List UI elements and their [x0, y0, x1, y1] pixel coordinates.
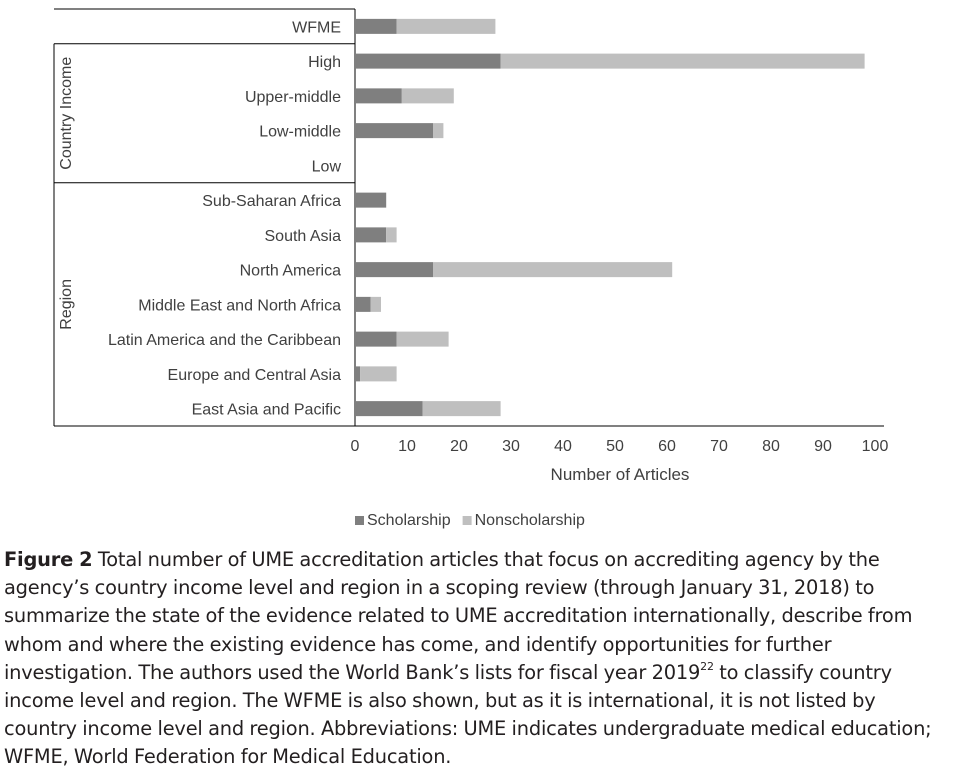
bar-nonscholarship-wfme — [396, 18, 496, 34]
bar-scholarship-latin-america-and-the-caribbean — [355, 331, 397, 347]
group-labels: Country Income Region — [58, 57, 75, 330]
bar-scholarship-wfme — [355, 18, 397, 34]
bar-nonscholarship-high — [500, 53, 865, 69]
group-label-region: Region — [58, 279, 75, 330]
x-tick-label-30: 30 — [502, 438, 520, 455]
x-tick-label-20: 20 — [450, 438, 468, 455]
bar-scholarship-north-america — [355, 262, 433, 278]
x-axis-ticks: 0 10 20 30 40 50 60 70 80 90 100 — [351, 438, 889, 455]
figure-caption: Figure 2 Total number of UME accreditati… — [4, 546, 949, 772]
bar-nonscholarship-south-asia — [386, 227, 397, 243]
category-label-wfme: WFME — [292, 19, 341, 36]
bar-nonscholarship-upper-middle — [401, 88, 454, 104]
group-label-country-income: Country Income — [58, 57, 75, 170]
x-tick-label-90: 90 — [814, 438, 832, 455]
legend-label-scholarship: Scholarship — [367, 512, 451, 529]
bar-nonscholarship-latin-america-and-the-caribbean — [396, 331, 449, 347]
x-tick-label-0: 0 — [351, 438, 360, 455]
bar-nonscholarship-middle-east-and-north-africa — [370, 296, 381, 312]
x-tick-label-40: 40 — [554, 438, 572, 455]
bar-nonscholarship-east-asia-and-pacific — [422, 401, 501, 417]
x-tick-label-60: 60 — [658, 438, 676, 455]
bar-scholarship-low-middle — [355, 123, 433, 139]
category-label-latin-america-and-the-caribbean: Latin America and the Caribbean — [108, 332, 341, 349]
bar-nonscholarship-north-america — [433, 262, 673, 278]
category-label-low: Low — [312, 158, 342, 175]
bar-nonscholarship-low-middle — [433, 123, 444, 139]
category-label-upper-middle: Upper-middle — [245, 89, 341, 106]
bar-scholarship-europe-and-central-asia — [355, 366, 361, 382]
legend: Scholarship Nonscholarship — [355, 512, 585, 529]
category-label-east-asia-and-pacific: East Asia and Pacific — [192, 402, 341, 419]
caption-text-continued: to classify country income level and reg… — [4, 660, 932, 769]
reference-number: 22 — [700, 660, 714, 674]
bar-scholarship-middle-east-and-north-africa — [355, 296, 371, 312]
category-label-sub-saharan-africa: Sub-Saharan Africa — [202, 193, 341, 210]
bar-scholarship-east-asia-and-pacific — [355, 401, 423, 417]
caption-text: Total number of UME accreditation articl… — [4, 548, 913, 684]
category-label-middle-east-and-north-africa: Middle East and North Africa — [138, 297, 341, 314]
x-tick-label-70: 70 — [710, 438, 728, 455]
x-tick-label-10: 10 — [398, 438, 416, 455]
bar-scholarship-upper-middle — [355, 88, 402, 104]
category-label-south-asia: South Asia — [265, 228, 342, 245]
x-tick-label-80: 80 — [762, 438, 780, 455]
bar-nonscholarship-europe-and-central-asia — [360, 366, 397, 382]
category-label-high: High — [308, 54, 341, 71]
category-labels: WFME High Upper-middle Low-middle Low Sub-Sah… — [108, 19, 341, 418]
x-axis-title: Number of Articles — [551, 465, 690, 484]
x-tick-label-50: 50 — [606, 438, 624, 455]
x-tick-label-100: 100 — [862, 438, 889, 455]
bar-scholarship-south-asia — [355, 227, 387, 243]
bars-layer — [355, 18, 865, 417]
chart-frame — [53, 8, 884, 427]
legend-swatch-scholarship — [355, 516, 364, 525]
legend-label-nonscholarship: Nonscholarship — [475, 512, 585, 529]
legend-swatch-nonscholarship — [462, 516, 472, 525]
category-label-north-america: North America — [240, 263, 341, 280]
stacked-bar-chart: WFME High Upper-middle Low-middle Low Sub-Sah… — [53, 8, 889, 529]
figure-label: Figure 2 — [4, 548, 93, 571]
bar-scholarship-high — [355, 53, 501, 69]
category-label-europe-and-central-asia: Europe and Central Asia — [168, 367, 342, 384]
bar-scholarship-sub-saharan-africa — [355, 192, 387, 208]
category-label-low-middle: Low-middle — [259, 124, 341, 141]
